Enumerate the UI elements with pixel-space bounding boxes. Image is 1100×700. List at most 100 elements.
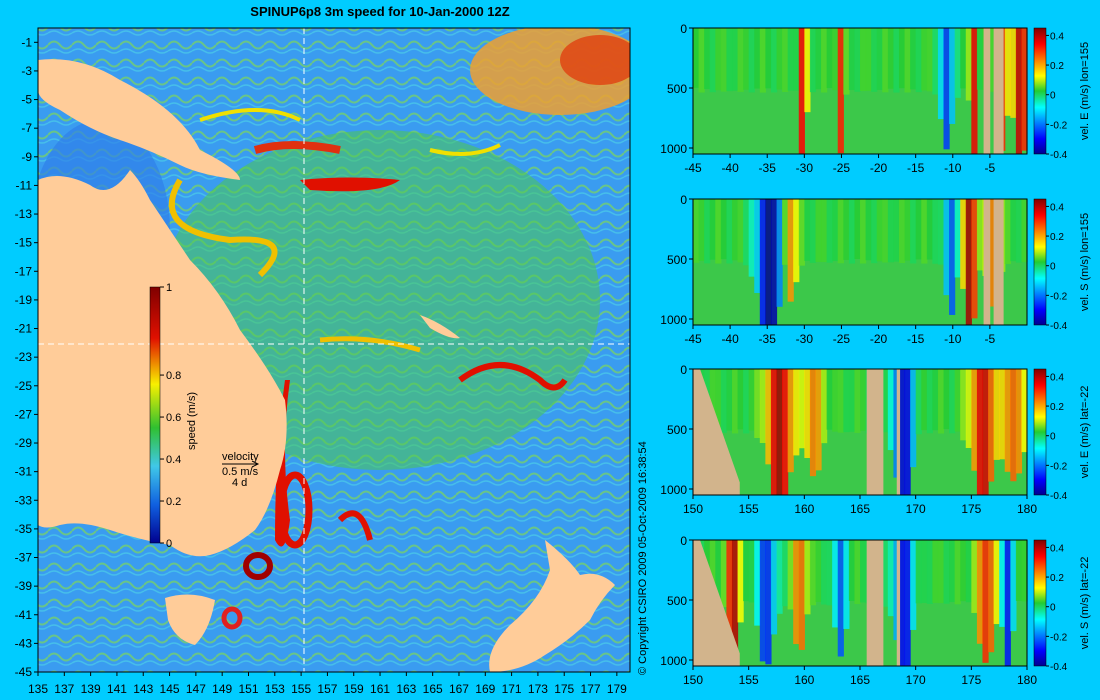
section-column (993, 369, 1000, 460)
section-colorbar-tick-label: 0 (1050, 262, 1056, 273)
section-column (821, 199, 828, 263)
section-column (882, 540, 889, 607)
section-column (765, 369, 772, 465)
map-x-tick-label: 139 (81, 682, 101, 696)
map-y-tick-label: -21 (15, 322, 33, 336)
section-y-tick-label: 500 (667, 253, 687, 267)
section-column (988, 199, 995, 307)
section-x-tick-label: -35 (759, 161, 777, 175)
section-column (1004, 540, 1011, 666)
section-column (976, 540, 984, 644)
section-column (898, 369, 906, 495)
section-column (809, 199, 817, 263)
section-x-tick-label: 180 (1017, 502, 1037, 516)
section-x-tick-label: -5 (985, 161, 996, 175)
section-column (776, 369, 783, 495)
map-y-tick-label: -3 (21, 64, 32, 78)
section-y-tick-label: 500 (667, 423, 687, 437)
section-column (926, 369, 933, 434)
section-column (770, 199, 778, 325)
section-column (748, 199, 755, 277)
section-column (954, 199, 961, 278)
section-colorbar-tick-label: -0.4 (1050, 662, 1068, 673)
section-column (1010, 369, 1017, 482)
section-column (765, 540, 772, 665)
section-land (693, 369, 740, 495)
section-column (921, 199, 928, 264)
section-column (910, 540, 917, 630)
section-column (731, 199, 739, 261)
map-frame (37, 27, 631, 673)
map-x-tick-label: 177 (581, 682, 601, 696)
section-column (915, 28, 922, 93)
section-column (709, 199, 716, 260)
section-column (871, 28, 878, 92)
section-column (804, 28, 811, 113)
section-column (1010, 199, 1017, 262)
section-x-tick-label: 175 (961, 673, 981, 687)
section-column (860, 28, 867, 92)
section-column (910, 28, 917, 90)
land-australia (38, 170, 287, 557)
map-y-tick-label: -31 (15, 465, 33, 479)
section-column (976, 28, 984, 90)
section-y-tick-label: 0 (680, 363, 687, 377)
section-x-tick-label: -5 (985, 332, 996, 346)
section-column (832, 369, 839, 432)
speed-colorbar-tick-label: 0.8 (166, 370, 181, 382)
map-y-tick-label: -39 (15, 579, 33, 593)
section-column (893, 540, 900, 641)
current-solomon (429, 143, 501, 156)
section-column (971, 28, 978, 154)
section-column (720, 369, 727, 434)
section-column (976, 369, 984, 495)
current-strong-equatorial (300, 177, 400, 192)
section-column (854, 199, 861, 260)
map-x-tick-label: 165 (423, 682, 443, 696)
section-column (932, 28, 939, 95)
section-column (815, 199, 822, 262)
section-column (949, 540, 956, 603)
land-tasmania (165, 594, 215, 645)
section-x-tick-label: 165 (850, 673, 870, 687)
section-land (866, 369, 884, 495)
section-column (971, 369, 978, 471)
map-x-tick-label: 153 (265, 682, 285, 696)
section-colorbar-tick-label: 0 (1050, 603, 1056, 614)
section-column (832, 28, 839, 91)
map-x-tick-label: 163 (396, 682, 416, 696)
section-land (693, 540, 740, 666)
section-column (910, 199, 917, 264)
section-column (993, 540, 1000, 625)
section-colorbar-label: vel. E (m/s) lat=-22 (1079, 386, 1091, 479)
section-colorbar-tick-label: 0.2 (1050, 232, 1064, 243)
section-x-tick-label: 150 (683, 502, 703, 516)
section-y-tick-label: 0 (680, 22, 687, 36)
current-eddy-3 (221, 606, 243, 630)
map-y-tick-label: -45 (15, 665, 33, 679)
map-x-tick-label: 169 (475, 682, 495, 696)
map-x-tick-label: 145 (160, 682, 180, 696)
map-plot-area (38, 28, 630, 672)
section-land (896, 369, 901, 495)
section-column (743, 199, 750, 266)
section-column (821, 369, 828, 444)
section-column (782, 28, 789, 93)
section-column (770, 540, 778, 635)
velocity-key-time: 4 d (232, 477, 247, 489)
section-column (815, 28, 822, 90)
section-column (943, 199, 950, 296)
section-panel-2: -45 -40 -35 -30 -25 -20 -15 -10 -5 0 500 1000 0.4 0.2… (660, 193, 1091, 346)
current-coral-sea (168, 178, 278, 278)
section-column (720, 540, 727, 608)
map-y-tick-label: -7 (21, 121, 32, 135)
section-column (854, 369, 861, 433)
section-column (793, 540, 800, 645)
section-column (915, 540, 922, 604)
map-x-tick-label: 155 (291, 682, 311, 696)
section-x-tick-label: -15 (907, 161, 925, 175)
section-x-tick-label: -45 (684, 161, 702, 175)
section-y-tick-label: 1000 (660, 654, 687, 668)
section-column (782, 199, 789, 265)
land-new-guinea (38, 59, 240, 180)
